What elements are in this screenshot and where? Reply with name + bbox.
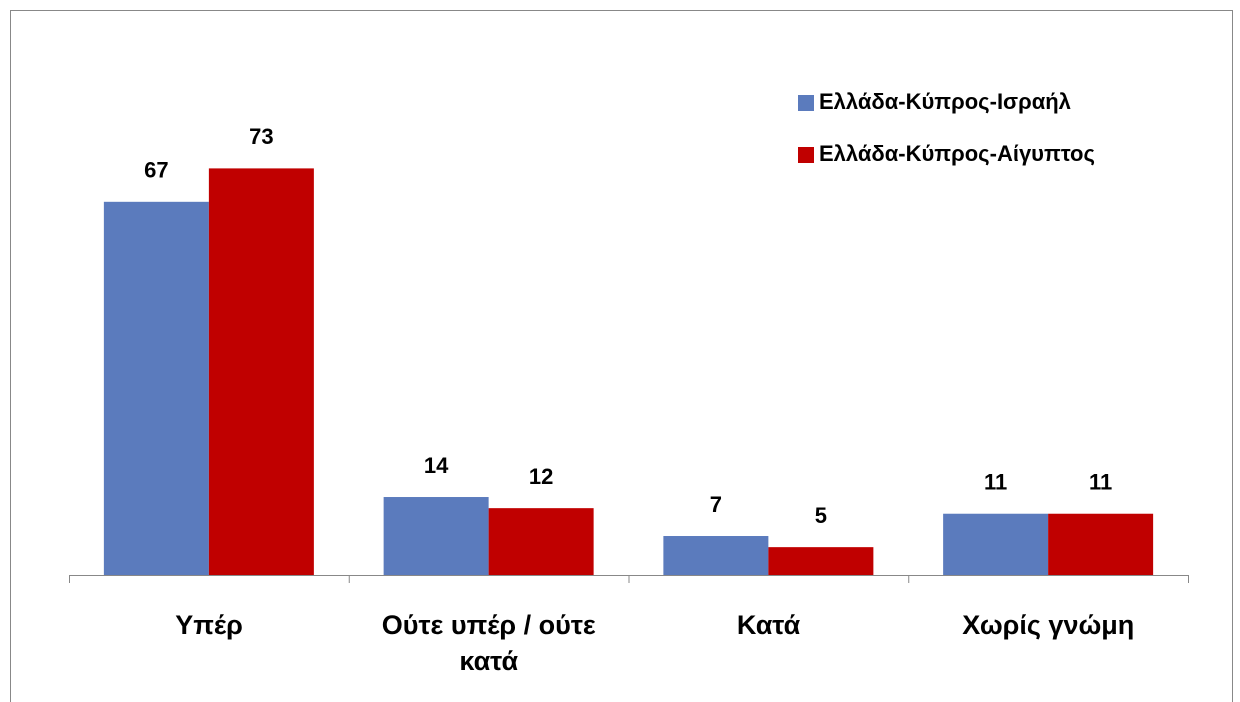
x-tick-label: Χωρίς γνώμη xyxy=(962,610,1135,640)
bar xyxy=(103,201,209,575)
bar xyxy=(208,168,314,575)
bar xyxy=(488,508,594,575)
legend-swatch xyxy=(798,95,814,111)
x-tick-label: Υπέρ xyxy=(175,610,243,640)
chart-frame xyxy=(10,10,1233,702)
bar xyxy=(383,497,489,575)
data-label: 12 xyxy=(529,464,553,489)
bar xyxy=(1048,513,1154,575)
bar xyxy=(768,547,874,575)
bar xyxy=(943,513,1049,575)
legend-label: Ελλάδα-Κύπρος-Ισραήλ xyxy=(819,89,1071,114)
legend-label: Ελλάδα-Κύπρος-Αίγυπτος xyxy=(819,141,1095,166)
data-label: 7 xyxy=(710,492,722,517)
data-label: 11 xyxy=(984,470,1007,495)
data-label: 73 xyxy=(249,124,273,149)
data-label: 14 xyxy=(424,453,449,478)
data-label: 67 xyxy=(144,158,168,183)
data-label: 11 xyxy=(1089,470,1112,495)
x-tick-label: Κατά xyxy=(736,610,801,640)
x-tick-label: Ούτε υπέρ / ούτε κατά xyxy=(381,610,596,676)
bar xyxy=(663,536,769,575)
legend-swatch xyxy=(798,147,814,163)
data-label: 5 xyxy=(815,503,827,528)
